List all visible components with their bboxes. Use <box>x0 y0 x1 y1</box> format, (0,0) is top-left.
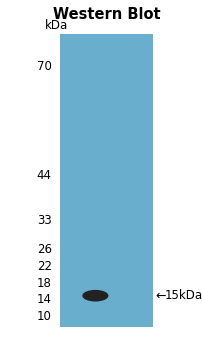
Text: 14: 14 <box>37 293 52 306</box>
Ellipse shape <box>82 290 108 302</box>
Text: 44: 44 <box>37 168 52 182</box>
Text: 33: 33 <box>37 214 52 227</box>
Text: 22: 22 <box>37 260 52 273</box>
Text: 10: 10 <box>37 310 52 323</box>
Text: Western Blot: Western Blot <box>53 7 160 22</box>
Text: ←: ← <box>155 289 165 302</box>
Text: 70: 70 <box>37 60 52 73</box>
Text: kDa: kDa <box>44 19 68 32</box>
Text: 15kDa: 15kDa <box>164 289 202 302</box>
Text: 18: 18 <box>37 277 52 290</box>
Text: 26: 26 <box>37 243 52 256</box>
